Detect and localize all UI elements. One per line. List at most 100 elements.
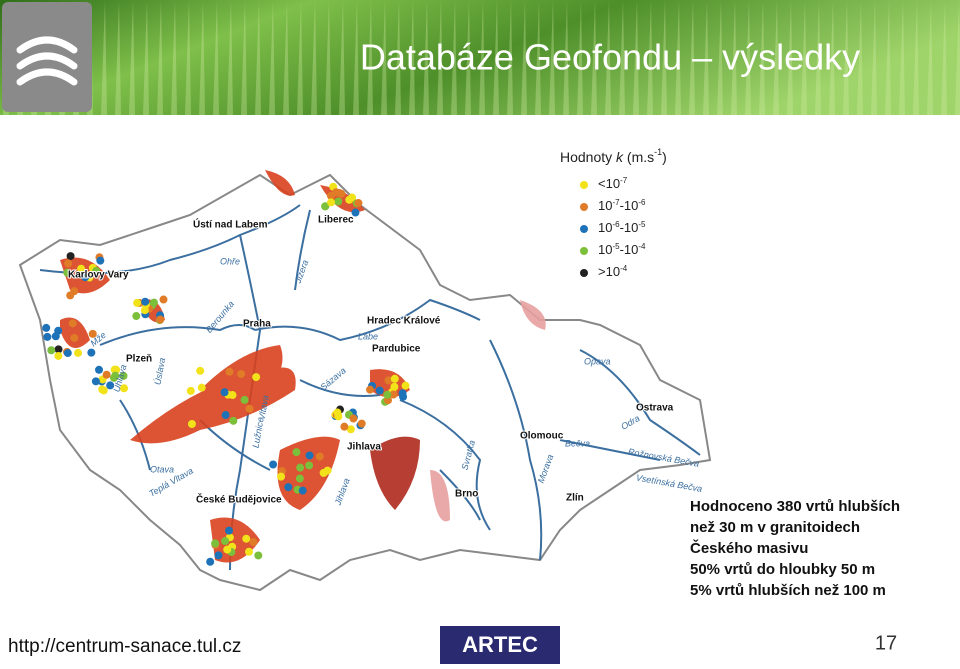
legend-label-part: -4 xyxy=(638,242,646,251)
sample-dot xyxy=(245,404,254,413)
map: Ústí nad Labem Liberec Karlovy Vary Praha Hr… xyxy=(18,170,712,592)
sample-dot xyxy=(296,463,305,472)
sample-dot xyxy=(42,323,51,332)
legend-swatch xyxy=(580,269,588,277)
sample-dot xyxy=(225,526,234,535)
city-label: Zlín xyxy=(566,493,584,504)
sample-dot xyxy=(54,345,63,354)
legend-title-part: Hodnoty xyxy=(560,149,616,165)
legend-label-part: >10 xyxy=(598,264,620,279)
sample-dot xyxy=(398,389,407,398)
sample-dot xyxy=(54,351,63,360)
sample-dot xyxy=(77,264,86,273)
sample-dot xyxy=(284,483,293,492)
legend-label: 10-5-10-4 xyxy=(598,242,646,258)
legend-label-part: -6 xyxy=(638,198,646,207)
sample-dots xyxy=(42,182,410,566)
legend-label-part: -10 xyxy=(620,220,639,235)
sample-dot xyxy=(64,259,73,268)
sample-dot xyxy=(292,448,301,457)
sample-dot xyxy=(252,373,261,382)
legend-label: <10-7 xyxy=(598,176,628,192)
river-label: Labe xyxy=(358,331,378,341)
sample-dot xyxy=(149,298,158,307)
sample-dot xyxy=(375,386,384,395)
sample-dot xyxy=(51,332,60,341)
sample-dot xyxy=(249,537,258,546)
river-label: Úslava xyxy=(152,357,167,386)
sample-dot xyxy=(319,468,328,477)
sample-dot xyxy=(96,256,105,265)
sample-dot xyxy=(141,297,150,306)
sample-dot xyxy=(321,202,330,211)
legend-label: 10-6-10-5 xyxy=(598,220,646,236)
city-label: Praha xyxy=(243,319,271,330)
sample-dot xyxy=(295,474,304,483)
sample-dot xyxy=(63,268,72,277)
sample-dot xyxy=(357,419,366,428)
sample-dot xyxy=(68,319,77,328)
legend-label-part: -10 xyxy=(620,198,639,213)
sample-dot xyxy=(354,199,363,208)
legend-title-part: (m.s xyxy=(623,149,654,165)
sample-dot xyxy=(88,329,97,338)
sample-dot xyxy=(186,386,195,395)
sample-dot xyxy=(327,198,336,207)
legend-label-part: -7 xyxy=(620,176,628,185)
sample-dot xyxy=(305,461,314,470)
legend-label: 10-7-10-6 xyxy=(598,198,646,214)
sample-dot xyxy=(221,411,230,420)
sample-dot xyxy=(81,273,90,282)
city-label: České Budějovice xyxy=(196,493,282,506)
sample-dot xyxy=(334,197,343,206)
sample-dot xyxy=(223,545,232,554)
sample-dot xyxy=(237,369,246,378)
sample-dot xyxy=(334,412,343,421)
sample-dot xyxy=(389,390,398,399)
city-label: Ostrava xyxy=(636,403,674,414)
sample-dot xyxy=(390,382,399,391)
footer-logo-box xyxy=(440,626,560,664)
sample-dot xyxy=(106,381,115,390)
sample-dot xyxy=(340,422,349,431)
legend-swatch xyxy=(580,225,588,233)
sample-dot xyxy=(43,332,52,341)
legend-label-part: -7 xyxy=(612,198,620,207)
sample-dot xyxy=(63,349,72,358)
city-label: Karlovy Vary xyxy=(68,270,129,281)
legend-label-part: -6 xyxy=(612,220,620,229)
sample-dot xyxy=(228,391,237,400)
sample-dot xyxy=(87,348,96,357)
sample-dot xyxy=(112,365,121,374)
legend-title-part: ) xyxy=(662,149,667,165)
city-label: Plzeň xyxy=(126,354,152,365)
legend-label-part: -10 xyxy=(620,242,639,257)
sample-dot xyxy=(298,486,307,495)
sample-dot xyxy=(133,298,142,307)
sample-dot xyxy=(214,551,223,560)
sample-dot xyxy=(229,416,238,425)
legend-label: >10-4 xyxy=(598,264,628,280)
sample-dot xyxy=(240,395,249,404)
legend-title: Hodnoty k (m.s-1) xyxy=(560,147,667,164)
river-label: Otava xyxy=(150,464,174,474)
city-labels: Ústí nad Labem Liberec Karlovy Vary Praha Hr… xyxy=(67,214,675,507)
sample-dot xyxy=(390,374,399,383)
river-label: Vltava xyxy=(256,394,270,420)
header-texture xyxy=(0,0,960,115)
sample-dot xyxy=(140,306,149,315)
sample-dot xyxy=(74,348,83,357)
sample-dot xyxy=(401,381,410,390)
sample-dot xyxy=(120,384,129,393)
sample-dot xyxy=(254,551,263,560)
sample-dot xyxy=(95,365,104,374)
sample-dot xyxy=(305,451,314,460)
legend-label-part: -4 xyxy=(620,264,628,273)
sample-dot xyxy=(384,376,393,385)
legend-label-part: 10 xyxy=(598,198,612,213)
city-label: Brno xyxy=(455,489,478,500)
city-label: Olomouc xyxy=(520,431,564,442)
logo-icon xyxy=(16,36,78,86)
sample-dot xyxy=(159,295,168,304)
